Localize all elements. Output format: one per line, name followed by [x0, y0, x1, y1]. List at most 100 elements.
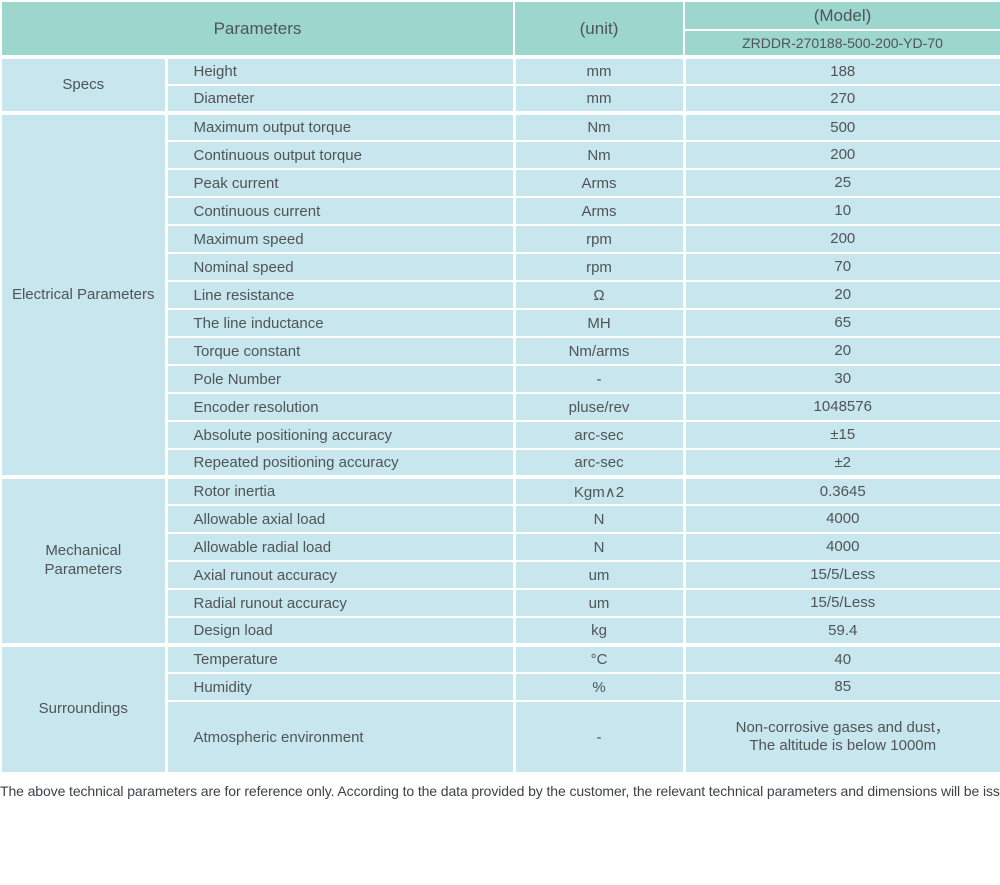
unit-cell: mm — [513, 55, 686, 86]
table-row: Line resistance Ω 20 — [1, 280, 1000, 310]
value-cell: 70 — [683, 252, 1000, 282]
value-cell: 40 — [683, 643, 1000, 674]
unit-cell: Nm — [513, 140, 686, 170]
header-model-number: ZRDDR-270188-500-200-YD-70 — [683, 29, 1000, 58]
table-row: Nominal speed rpm 70 — [1, 252, 1000, 282]
table-row: The line inductance MH 65 — [1, 308, 1000, 338]
unit-cell: kg — [513, 616, 686, 646]
section-label: Electrical Parameters — [0, 111, 168, 478]
value-cell: 30 — [683, 364, 1000, 394]
unit-cell: arc-sec — [513, 448, 686, 478]
table-row: Continuous current Arms 10 — [1, 196, 1000, 226]
table-row: Atmospheric environment - Non-corrosive ga… — [1, 700, 1000, 774]
table-body: Specs Height mm 188 Diameter mm 270 Electrical … — [0, 55, 1000, 774]
param-cell: Humidity — [165, 672, 516, 702]
header-model: (Model) — [683, 0, 1000, 31]
table-row: Surroundings Temperature °C 40 — [0, 643, 1000, 774]
header-unit: (unit) — [513, 0, 685, 58]
value-cell: 65 — [683, 308, 1000, 338]
value-cell: 25 — [683, 168, 1000, 198]
value-cell: 4000 — [683, 532, 1000, 562]
table-row: Diameter mm 270 — [1, 84, 1000, 114]
unit-cell: Kgm∧2 — [513, 475, 686, 506]
param-cell: Design load — [165, 616, 516, 646]
unit-cell: um — [513, 560, 686, 590]
table-row: Allowable axial load N 4000 — [1, 504, 1000, 534]
value-cell: 85 — [683, 672, 1000, 702]
value-cell: 1048576 — [683, 392, 1000, 422]
param-cell: Pole Number — [165, 364, 516, 394]
param-cell: Axial runout accuracy — [165, 560, 516, 590]
table-row: Torque constant Nm/arms 20 — [1, 336, 1000, 366]
section-label: Surroundings — [0, 643, 168, 774]
value-cell: 4000 — [683, 504, 1000, 534]
value-cell: 200 — [683, 140, 1000, 170]
header-parameters: Parameters — [0, 0, 515, 58]
unit-cell: % — [513, 672, 686, 702]
param-cell: Line resistance — [165, 280, 516, 310]
unit-cell: MH — [513, 308, 686, 338]
unit-cell: Nm — [513, 111, 686, 142]
unit-cell: Nm/arms — [513, 336, 686, 366]
section-label: Mechanical Parameters — [0, 475, 168, 646]
value-cell: Non-corrosive gases and dust， The altitu… — [683, 700, 1000, 774]
value-cell: 188 — [683, 55, 1000, 86]
param-cell: Allowable axial load — [165, 504, 516, 534]
param-cell: The line inductance — [165, 308, 516, 338]
section-label: Specs — [0, 55, 168, 114]
unit-cell: - — [513, 700, 686, 774]
table-row: Peak current Arms 25 — [1, 168, 1000, 198]
unit-cell: arc-sec — [513, 420, 686, 450]
param-cell: Maximum speed — [165, 224, 516, 254]
unit-cell: Arms — [513, 196, 686, 226]
param-cell: Height — [165, 55, 516, 86]
table-row: Allowable radial load N 4000 — [1, 532, 1000, 562]
param-cell: Allowable radial load — [165, 532, 516, 562]
param-cell: Rotor inertia — [165, 475, 516, 506]
value-cell: 10 — [683, 196, 1000, 226]
param-cell: Continuous output torque — [165, 140, 516, 170]
param-cell: Continuous current — [165, 196, 516, 226]
table-row: Humidity% 85 — [1, 672, 1000, 702]
unit-cell: Arms — [513, 168, 686, 198]
table-row: Specs Height mm 188 — [0, 55, 1000, 114]
table-row: Axial runout accuracy um 15/5/Less — [1, 560, 1000, 590]
param-cell: Radial runout accuracy — [165, 588, 516, 618]
table-row: Design load kg 59.4 — [1, 616, 1000, 646]
unit-cell: N — [513, 504, 686, 534]
value-cell: ±15 — [683, 420, 1000, 450]
unit-cell: mm — [513, 84, 686, 114]
table-row: Encoder resolution pluse/rev 1048576 — [1, 392, 1000, 422]
param-cell: Encoder resolution — [165, 392, 516, 422]
param-cell: Atmospheric environment — [165, 700, 516, 774]
value-cell: 15/5/Less — [683, 588, 1000, 618]
value-cell: ±2 — [683, 448, 1000, 478]
parameters-table: Parameters (unit) (Model) ZRDDR-270188-5… — [0, 0, 1000, 774]
unit-cell: rpm — [513, 224, 686, 254]
table-row: Pole Number -30 — [1, 364, 1000, 394]
value-cell: 500 — [683, 111, 1000, 142]
unit-cell: °C — [513, 643, 686, 674]
param-cell: Torque constant — [165, 336, 516, 366]
value-cell: 20 — [683, 336, 1000, 366]
table-row: Repeated positioning accuracy arc-sec ±2 — [1, 448, 1000, 478]
param-cell: Maximum output torque — [165, 111, 516, 142]
unit-cell: - — [513, 364, 686, 394]
param-cell: Diameter — [165, 84, 516, 114]
value-cell: 20 — [683, 280, 1000, 310]
param-cell: Repeated positioning accuracy — [165, 448, 516, 478]
unit-cell: pluse/rev — [513, 392, 686, 422]
footnote-text: The above technical parameters are for r… — [0, 783, 1000, 799]
param-cell: Temperature — [165, 643, 516, 674]
value-cell: 200 — [683, 224, 1000, 254]
table-row: Electrical Parameters Maximum output torq… — [0, 111, 1000, 478]
value-cell: 0.3645 — [683, 475, 1000, 506]
value-cell: 270 — [683, 84, 1000, 114]
param-cell: Peak current — [165, 168, 516, 198]
param-cell: Nominal speed — [165, 252, 516, 282]
param-cell: Absolute positioning accuracy — [165, 420, 516, 450]
unit-cell: Ω — [513, 280, 686, 310]
table-row: Continuous output torque Nm 200 — [1, 140, 1000, 170]
table-header: Parameters (unit) (Model) ZRDDR-270188-5… — [0, 0, 1000, 58]
